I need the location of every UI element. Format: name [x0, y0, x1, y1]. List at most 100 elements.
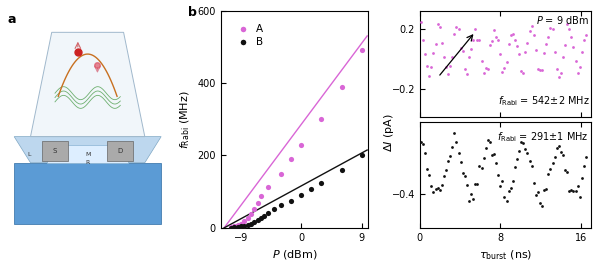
- Point: [428, 51, 438, 55]
- Point: [296, 143, 306, 147]
- Point: [428, 190, 438, 194]
- Point: [236, 222, 245, 226]
- Point: [487, 152, 497, 157]
- Point: [253, 201, 262, 205]
- Point: [489, 152, 499, 156]
- Point: [548, 27, 557, 32]
- Point: [317, 117, 326, 121]
- Text: $\Delta I$ (pA): $\Delta I$ (pA): [382, 113, 396, 152]
- Point: [277, 171, 286, 176]
- Point: [566, 35, 576, 39]
- Point: [448, 145, 457, 149]
- Point: [541, 187, 551, 191]
- Point: [512, 43, 522, 48]
- Point: [229, 224, 239, 228]
- Point: [544, 35, 553, 39]
- Point: [508, 179, 518, 183]
- Point: [496, 52, 505, 56]
- Point: [256, 216, 266, 220]
- Point: [497, 179, 507, 183]
- Point: [421, 52, 430, 56]
- Point: [452, 25, 461, 29]
- Point: [448, 55, 457, 59]
- Text: a: a: [8, 13, 16, 26]
- Point: [573, 184, 583, 188]
- Point: [226, 226, 236, 230]
- Point: [489, 28, 499, 32]
- Point: [510, 38, 520, 42]
- Polygon shape: [47, 145, 128, 163]
- Point: [506, 33, 515, 37]
- Polygon shape: [107, 141, 133, 161]
- Point: [535, 201, 545, 205]
- X-axis label: $\tau_\mathrm{burst}$ (ns): $\tau_\mathrm{burst}$ (ns): [479, 248, 532, 262]
- Point: [531, 193, 541, 197]
- Point: [560, 168, 570, 172]
- Point: [548, 161, 557, 165]
- Point: [558, 55, 568, 60]
- Point: [452, 140, 461, 144]
- Point: [464, 54, 474, 59]
- Point: [514, 52, 524, 56]
- Point: [337, 85, 346, 89]
- Point: [491, 161, 501, 165]
- Point: [504, 41, 514, 46]
- Point: [506, 186, 515, 190]
- Point: [579, 38, 589, 42]
- Point: [481, 146, 490, 150]
- Point: [523, 41, 532, 45]
- Point: [550, 154, 559, 159]
- Point: [493, 38, 503, 42]
- Point: [475, 37, 484, 42]
- Point: [462, 72, 472, 76]
- Point: [545, 167, 555, 171]
- Point: [552, 67, 562, 71]
- Point: [517, 140, 526, 144]
- Point: [541, 42, 551, 46]
- Point: [443, 159, 453, 163]
- Point: [518, 70, 528, 75]
- Point: [246, 222, 256, 226]
- Point: [577, 50, 587, 54]
- Point: [233, 223, 242, 227]
- Point: [493, 173, 503, 177]
- Point: [433, 22, 442, 26]
- Point: [431, 186, 440, 191]
- Point: [437, 183, 446, 187]
- Point: [562, 170, 572, 174]
- Point: [439, 174, 449, 178]
- Point: [477, 59, 487, 63]
- Point: [250, 207, 259, 211]
- Point: [479, 156, 488, 160]
- Point: [449, 32, 459, 36]
- Point: [575, 195, 584, 200]
- Point: [424, 74, 434, 78]
- Point: [277, 203, 286, 207]
- Point: [307, 187, 316, 191]
- Point: [537, 68, 547, 72]
- Point: [485, 140, 494, 144]
- Point: [556, 150, 566, 154]
- Point: [439, 54, 449, 59]
- Point: [466, 192, 476, 196]
- Point: [575, 64, 584, 69]
- Legend: A, B: A, B: [229, 20, 267, 52]
- Text: $P$ = 9 dBm: $P$ = 9 dBm: [536, 14, 589, 26]
- Point: [418, 38, 428, 42]
- Point: [537, 204, 547, 208]
- Text: L: L: [27, 152, 31, 157]
- Point: [554, 144, 563, 148]
- Point: [502, 198, 511, 203]
- Point: [479, 71, 488, 76]
- Point: [256, 194, 266, 198]
- Point: [554, 75, 563, 79]
- Text: b: b: [188, 6, 197, 19]
- Point: [443, 72, 453, 76]
- Point: [445, 64, 455, 69]
- Point: [441, 65, 451, 69]
- X-axis label: $P$ (dBm): $P$ (dBm): [272, 248, 317, 261]
- Point: [566, 188, 576, 192]
- Point: [571, 189, 580, 193]
- Point: [521, 147, 530, 151]
- Point: [539, 188, 549, 192]
